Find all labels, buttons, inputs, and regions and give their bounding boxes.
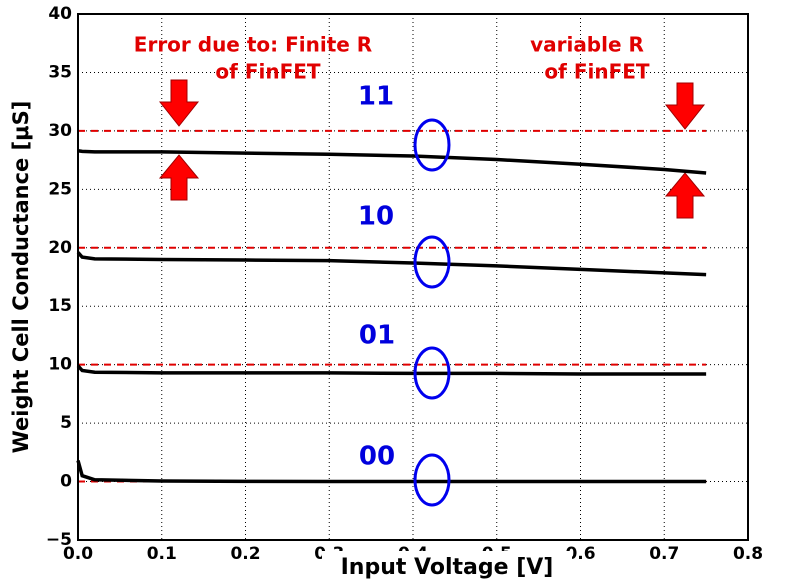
- annotation: variable R: [530, 33, 644, 57]
- x-axis-label: Input Voltage [V]: [341, 555, 554, 580]
- curve: [77, 149, 707, 175]
- arrow: [158, 79, 200, 127]
- y-tick-label: 10: [48, 355, 72, 375]
- plot-frame: [77, 13, 749, 541]
- curve: [76, 364, 707, 376]
- annotation: 01: [359, 321, 395, 351]
- y-axis-label: Weight Cell Conductance [μS]: [9, 101, 33, 454]
- arrow: [664, 82, 706, 130]
- y-tick-label: −5: [46, 530, 72, 550]
- annotation: of FinFET: [544, 60, 649, 84]
- arrow: [158, 154, 200, 201]
- annotation: of FinFET: [215, 60, 320, 84]
- highlight-ellipse: [413, 453, 451, 507]
- y-tick-label: 35: [48, 62, 72, 82]
- annotation: 10: [358, 202, 394, 232]
- y-tick-label: 0: [60, 472, 72, 492]
- annotation: 00: [359, 442, 395, 472]
- highlight-ellipse: [413, 346, 451, 400]
- arrow: [664, 172, 706, 219]
- annotation: 11: [358, 82, 394, 112]
- curve: [76, 251, 707, 277]
- y-tick-label: 5: [60, 413, 72, 433]
- x-tick-label: 0.6: [565, 544, 595, 564]
- curve: [76, 460, 707, 484]
- y-tick-label: 25: [48, 179, 72, 199]
- highlight-ellipse: [413, 118, 451, 172]
- y-tick-label: 20: [48, 238, 72, 258]
- annotation: Error due to: Finite R: [134, 33, 372, 57]
- x-tick-label: 0.1: [147, 544, 177, 564]
- highlight-ellipse: [413, 235, 451, 289]
- x-tick-label: 0.2: [230, 544, 260, 564]
- arrows: [158, 79, 706, 219]
- x-tick-label: 0.7: [649, 544, 679, 564]
- x-label-bg: [322, 551, 572, 586]
- y-tick-label: 30: [48, 121, 72, 141]
- x-tick-label: 0.0: [63, 544, 93, 564]
- x-tick-label: 0.8: [733, 544, 763, 564]
- y-tick-label: 40: [48, 4, 72, 24]
- y-tick-label: 15: [48, 296, 72, 316]
